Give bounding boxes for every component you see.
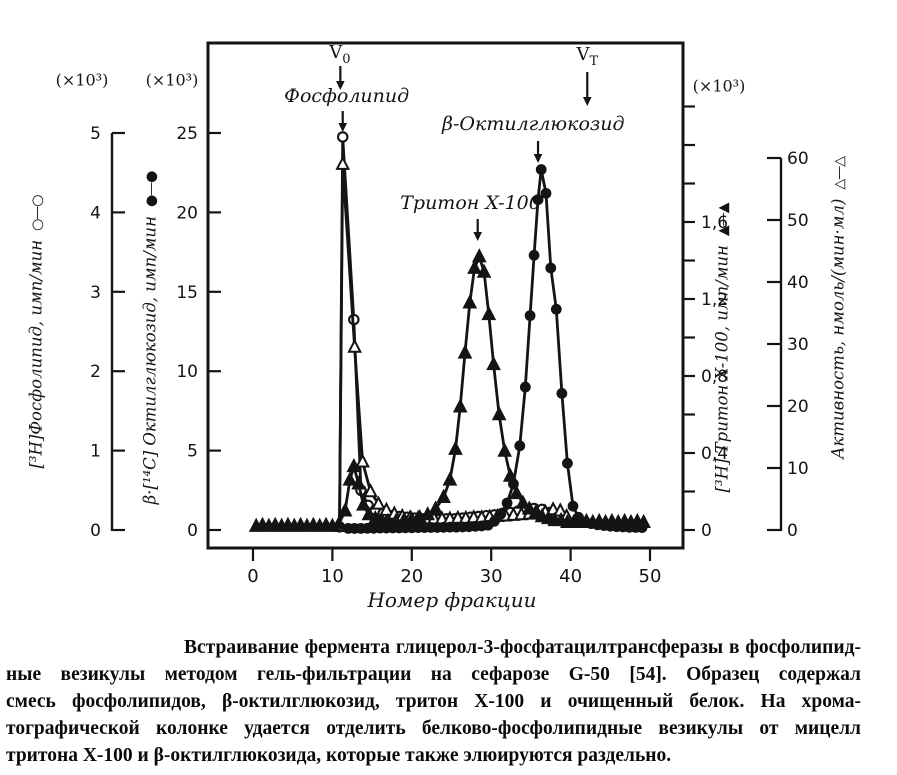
svg-text:β-Октилглюкозид: β-Октилглюкозид <box>441 113 625 135</box>
svg-text:0,4: 0,4 <box>701 444 728 464</box>
filled-circle-marker-icon: ●—● <box>143 171 160 208</box>
series-triton <box>248 248 651 532</box>
chromatogram-chart: 0 10 20 30 40 50012345051015202500,40,81,21,6… <box>90 41 809 587</box>
svg-text:30: 30 <box>480 566 503 587</box>
svg-text:0: 0 <box>701 521 712 541</box>
svg-text:Фосфолипид: Фосфолипид <box>284 85 409 107</box>
svg-text:0,8: 0,8 <box>701 367 728 387</box>
y-axis-title-triton: [³H] Тритон X-100, имп/мин ▲—▲ <box>713 204 732 493</box>
svg-text:10: 10 <box>321 566 344 587</box>
svg-text:VT: VT <box>575 44 598 69</box>
svg-text:2: 2 <box>90 362 101 382</box>
caption-line-1: Встраивание фермента глицерол-3-фосфатац… <box>184 637 861 658</box>
annotation-octylglucoside-label: β-Октилглюкозид <box>441 113 625 163</box>
figure-caption: Встраивание фермента глицерол-3-фосфатац… <box>6 634 861 769</box>
y-axis-title-phospholipid-text: [³H]Фосфолипид, имп/мин <box>26 239 46 469</box>
caption-line-4: тографической колонке удается отделить б… <box>6 718 861 739</box>
svg-text:30: 30 <box>787 335 809 355</box>
caption-line-2: ные везикулы методом гель-фильтрации на … <box>6 664 861 685</box>
svg-text:50: 50 <box>639 566 662 587</box>
filled-triangle-marker-icon: ▲—▲ <box>715 203 732 237</box>
plot-frame <box>206 41 685 550</box>
y-axis-title-triton-text: [³H] Тритон X-100, имп/мин <box>712 245 732 493</box>
annotation-phospholipid-label: Фосфолипид <box>284 85 409 132</box>
svg-text:3: 3 <box>90 283 101 303</box>
svg-text:40: 40 <box>787 273 809 293</box>
svg-text:1,6: 1,6 <box>701 213 728 233</box>
y-axis-title-activity: Активность, нмоль/(мин·мл) △—△ <box>829 157 848 459</box>
svg-text:15: 15 <box>176 283 198 303</box>
annotation-triton-label: Тритон X-100 <box>400 192 541 241</box>
scale-label-triton: (×10³) <box>692 76 746 96</box>
svg-text:10: 10 <box>787 459 809 479</box>
series-octylglucoside <box>342 164 648 534</box>
svg-text:0: 0 <box>247 566 258 587</box>
annotation-vt: VT <box>575 44 598 106</box>
svg-text:0: 0 <box>187 521 198 541</box>
svg-text:0: 0 <box>787 521 798 541</box>
open-circle-marker-icon: ○—○ <box>29 195 46 231</box>
y-axis-triton: 0 0,4 0,8 1,2 1,6 <box>683 105 728 541</box>
svg-text:1,2: 1,2 <box>701 290 728 310</box>
svg-text:1: 1 <box>90 442 101 462</box>
caption-line-3: смесь фосфолипидов, β-октилглюкозид, три… <box>6 691 861 712</box>
scale-label-phospholipid: (×10³) <box>55 70 109 90</box>
annotation-v0: V0 <box>328 42 351 90</box>
caption-line-5: тритона X-100 и β-октилглюкозида, которы… <box>6 745 672 766</box>
y-axis-activity: 0 10 20 30 40 50 60 <box>767 149 809 541</box>
y-axis-title-octylglucoside: β·[¹⁴C] Октилглюкозид, имп/мин ●—● <box>141 172 160 505</box>
y-axis-octylglucoside: 0 5 10 15 20 25 <box>176 124 221 541</box>
open-triangle-marker-icon: △—△ <box>831 157 848 190</box>
x-axis-title: Номер фракции <box>367 588 537 612</box>
svg-text:20: 20 <box>176 203 198 223</box>
y-axis-title-activity-text: Активность, нмоль/(мин·мл) <box>828 198 848 459</box>
svg-text:25: 25 <box>176 124 198 144</box>
svg-text:50: 50 <box>787 211 809 231</box>
svg-text:10: 10 <box>176 362 198 382</box>
scale-label-octylglucoside: (×10³) <box>145 70 199 90</box>
x-axis: 0 10 20 30 40 50 <box>247 548 661 587</box>
svg-text:0: 0 <box>90 521 101 541</box>
svg-text:4: 4 <box>90 203 101 223</box>
svg-text:20: 20 <box>787 397 809 417</box>
y-axis-title-octylglucoside-text: β·[¹⁴C] Октилглюкозид, имп/мин <box>140 216 160 505</box>
y-axis-title-phospholipid: [³H]Фосфолипид, имп/мин ○—○ <box>27 195 46 468</box>
y-axis-phospholipid: 0 1 2 3 4 5 <box>90 124 125 541</box>
svg-text:40: 40 <box>559 566 582 587</box>
svg-text:5: 5 <box>187 442 198 462</box>
svg-text:20: 20 <box>400 566 423 587</box>
svg-text:Тритон X-100: Тритон X-100 <box>400 192 541 214</box>
svg-text:V0: V0 <box>328 42 350 67</box>
svg-text:60: 60 <box>787 149 809 169</box>
svg-text:5: 5 <box>90 124 101 144</box>
